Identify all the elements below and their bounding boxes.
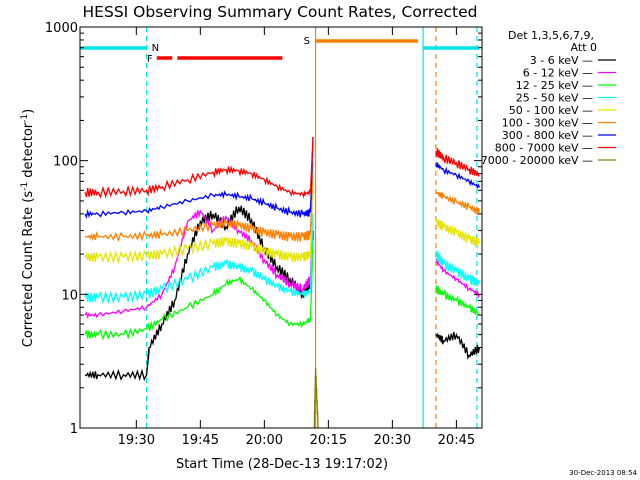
y-axis-label-mid: detector [21,122,36,182]
legend-label-4: 25 - 50 keV — [516,92,593,105]
y-axis-label-sup2: -1 [20,114,30,123]
legend-header-line-1: Det 1,3,5,6,7,9, [508,29,594,42]
series-line-8-segment-1 [84,137,314,199]
x-tick-label-4: 20:15 [310,433,347,448]
legend-label-7: 300 - 800 keV — [502,129,593,142]
x-tick-label-6: 20:45 [438,433,475,448]
flag-flare-label: F [147,54,153,65]
legend-label-2: 6 - 12 keV — [523,67,593,80]
y-axis-label-sup1: -1 [20,182,30,191]
series-line-5-segment-2 [435,219,481,248]
series-line-3-segment-2 [435,285,480,316]
series-line-2-segment-2 [435,257,480,299]
footer-date: 30-Dec-2013 08:54 [569,469,637,477]
series-line-7-segment-1 [84,137,314,219]
y-tick-label-3: 100 [53,155,78,170]
legend-label-1: 3 - 6 keV — [530,54,593,67]
y-tick-label-1: 1 [70,422,78,437]
x-axis-label: Start Time (28-Dec-13 19:17:02) [176,457,388,472]
series-line-1-segment-1 [84,205,314,382]
flag-night-label: N [152,43,159,54]
series-line-3-segment-1 [84,241,314,341]
series-line-8-segment-2 [435,148,480,177]
x-tick-label-3: 20:00 [246,433,283,448]
series-line-9-segment-1 [313,368,319,428]
plot-frame [79,26,483,429]
flag-saa-label: S [304,36,310,47]
y-axis-label: Corrected Count Rate (s-1 detector-1) [20,109,36,347]
legend-label-6: 100 - 300 keV — [502,117,593,130]
y-axis: 1 10 100 1000 [45,21,482,437]
y-axis-label-end: ) [21,109,36,114]
series-line-4-segment-1 [84,213,314,305]
legend-label-9: 7000 - 20000 keV — [481,154,593,167]
x-tick-label-2: 19:45 [182,433,219,448]
plot-marks [80,27,481,428]
x-axis: 19:30 19:45 20:00 20:15 20:30 20:45 [118,27,475,448]
series-line-6-segment-1 [85,160,314,243]
x-tick-label-5: 20:30 [374,433,411,448]
y-tick-label-4: 1000 [45,21,78,36]
series-line-6-segment-2 [435,191,481,216]
series-line-4-segment-2 [435,250,481,287]
x-tick-label-1: 19:30 [118,433,155,448]
y-axis-label-main: Corrected Count Rate (s [21,191,36,348]
y-tick-label-2: 10 [61,288,78,303]
legend-label-5: 50 - 100 keV — [509,104,593,117]
legend-label-3: 12 - 25 keV — [516,79,593,92]
series-line-5-segment-1 [84,181,314,265]
series-line-7-segment-2 [435,162,480,190]
legend: Det 1,3,5,6,7,9,Att 03 - 6 keV —6 - 12 k… [481,29,616,167]
legend-label-8: 800 - 7000 keV — [495,142,593,155]
series-line-1-segment-2 [435,331,481,360]
chart-title: HESSI Observing Summary Count Rates, Cor… [83,3,478,21]
legend-header-line-2: Att 0 [571,41,597,54]
series-line-2-segment-1 [84,209,314,319]
